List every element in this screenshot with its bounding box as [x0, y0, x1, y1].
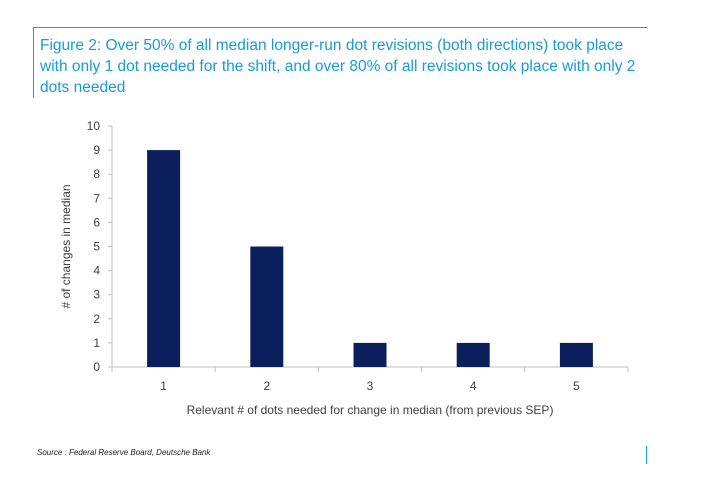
x-tick-label: 3	[367, 379, 374, 393]
top-border	[33, 27, 647, 28]
y-tick-label: 4	[93, 264, 100, 278]
x-axis: 1 2 3 4 5	[111, 366, 629, 393]
x-tick-label: 4	[470, 379, 477, 393]
y-tick-label: 3	[93, 288, 100, 302]
x-tick-label: 2	[263, 379, 270, 393]
x-axis-title: Relevant # of dots needed for change in …	[187, 403, 554, 417]
bottom-right-border	[646, 446, 647, 464]
y-tick-label: 1	[93, 336, 100, 350]
y-tick-label: 5	[93, 240, 100, 254]
bar	[456, 342, 490, 367]
x-tick-label: 1	[160, 379, 167, 393]
bar	[250, 246, 284, 367]
bar	[559, 342, 593, 367]
y-axis-title: # of changes in median	[59, 184, 73, 308]
y-tick-label: 6	[93, 215, 100, 229]
y-tick-label: 8	[93, 167, 100, 181]
x-tick-label: 5	[573, 379, 580, 393]
bar	[353, 342, 387, 367]
bars	[147, 150, 593, 367]
y-tick-label: 7	[93, 191, 100, 205]
y-axis: 0 1 2 3 4 5 6 7 8 9 10	[87, 119, 113, 374]
source-note: Source : Federal Reserve Board, Deutsche…	[37, 448, 211, 457]
y-tick-label: 9	[93, 143, 100, 157]
y-tick-label: 2	[93, 312, 100, 326]
y-tick-label: 10	[87, 119, 101, 133]
figure-title: Figure 2: Over 50% of all median longer-…	[40, 37, 636, 96]
y-tick-label: 0	[93, 360, 100, 374]
bar	[147, 150, 181, 367]
left-border	[33, 27, 34, 98]
